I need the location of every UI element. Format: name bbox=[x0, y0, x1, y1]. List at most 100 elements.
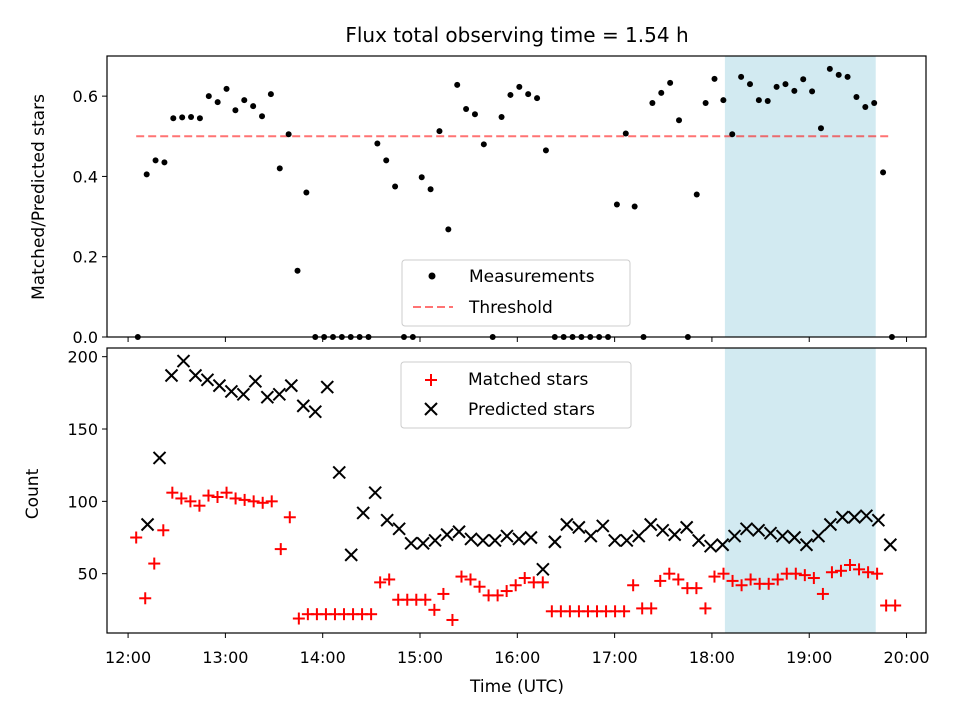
measurement-point bbox=[267, 91, 274, 98]
measurement-point bbox=[782, 81, 789, 88]
matched-star-point bbox=[726, 574, 739, 587]
measurement-point bbox=[418, 174, 425, 181]
matched-star-point bbox=[717, 567, 730, 580]
matched-star-point bbox=[229, 492, 242, 505]
matched-star-point bbox=[383, 573, 396, 586]
matched-star-point bbox=[844, 559, 857, 572]
predicted-star-point bbox=[608, 533, 622, 548]
measurement-point bbox=[152, 157, 159, 164]
predicted-star-point bbox=[596, 519, 610, 533]
bottom-legend-box bbox=[400, 361, 632, 429]
top-legend: Measurements Threshold bbox=[401, 259, 631, 327]
measurement-point bbox=[223, 85, 230, 92]
matched-star-point bbox=[771, 573, 784, 586]
measurement-point bbox=[622, 130, 629, 137]
measurement-point bbox=[205, 93, 212, 100]
matched-legend-label: Matched stars bbox=[468, 370, 588, 390]
matched-star-point bbox=[789, 567, 802, 580]
predicted-star-point bbox=[404, 536, 418, 551]
predicted-legend-marker bbox=[424, 402, 438, 416]
predicted-star-point bbox=[248, 374, 263, 388]
measurement-point bbox=[250, 103, 257, 110]
matched-star-point bbox=[419, 593, 432, 606]
matched-star-point bbox=[139, 592, 152, 605]
matched-star-point bbox=[862, 566, 875, 579]
bottom-y-ticks: 50 100 150 200 bbox=[67, 348, 107, 584]
predicted-star-point bbox=[691, 533, 706, 548]
top-y-ticks: 0.0 0.2 0.4 0.6 bbox=[73, 87, 107, 347]
predicted-star-point bbox=[751, 523, 766, 537]
observing-span-top bbox=[724, 56, 876, 337]
predicted-star-point bbox=[380, 513, 394, 527]
matched-star-point bbox=[509, 579, 522, 592]
matched-star-point bbox=[798, 569, 811, 582]
matched-star-point bbox=[220, 486, 233, 499]
predicted-star-point bbox=[883, 538, 898, 552]
matched-star-point bbox=[825, 566, 838, 579]
predicted-star-point bbox=[823, 517, 838, 532]
predicted-star-point bbox=[476, 533, 490, 548]
bottom-x-ticks: 12:00 13:00 14:00 15:00 16:00 17:00 18:00 19:00… bbox=[105, 633, 930, 667]
top-y-axis-label: Matched/Predicted stars bbox=[29, 94, 49, 300]
predicted-star-point bbox=[296, 399, 310, 413]
measurement-point bbox=[241, 97, 248, 104]
predicted-star-point bbox=[560, 517, 574, 532]
matched-star-point bbox=[690, 582, 703, 595]
measurement-point bbox=[871, 99, 878, 106]
measurement-point bbox=[161, 159, 168, 166]
matched-star-point bbox=[247, 495, 260, 508]
measurement-point bbox=[613, 201, 620, 208]
predicted-star-point bbox=[679, 520, 694, 535]
matched-star-point bbox=[428, 603, 441, 616]
measurement-point bbox=[303, 189, 310, 196]
predicted-star-point bbox=[847, 510, 862, 524]
matched-star-point bbox=[654, 574, 667, 587]
predicted-star-point bbox=[416, 536, 430, 551]
matched-star-point bbox=[473, 580, 486, 593]
predicted-star-point bbox=[739, 522, 754, 536]
predicted-star-point bbox=[308, 404, 322, 419]
measurement-point bbox=[143, 171, 150, 178]
x-tick-label: 17:00 bbox=[592, 648, 638, 667]
x-tick-label: 15:00 bbox=[397, 648, 443, 667]
matched-star-point bbox=[184, 495, 197, 508]
predicted-star-point bbox=[140, 517, 155, 532]
matched-star-point bbox=[437, 587, 450, 600]
matched-star-point bbox=[193, 499, 206, 512]
predicted-star-point bbox=[224, 384, 239, 399]
measurement-point bbox=[738, 73, 745, 80]
predicted-star-point bbox=[392, 522, 406, 536]
predicted-star-point bbox=[164, 368, 179, 383]
predicted-star-point bbox=[356, 506, 370, 520]
predicted-star-point bbox=[667, 527, 682, 542]
matched-star-point bbox=[446, 613, 459, 626]
predicted-star-point bbox=[715, 538, 730, 552]
predicted-star-point bbox=[440, 527, 454, 542]
matched-star-point bbox=[699, 602, 712, 615]
predicted-star-point bbox=[272, 387, 287, 402]
matched-star-point bbox=[518, 572, 531, 585]
predicted-star-point bbox=[344, 548, 358, 562]
measurement-point bbox=[862, 103, 869, 110]
measurement-point bbox=[232, 107, 239, 114]
matched-star-point bbox=[672, 573, 685, 586]
predicted-star-point bbox=[488, 533, 502, 548]
measurement-point bbox=[880, 169, 887, 176]
predicted-star-point bbox=[176, 354, 191, 368]
predicted-star-point bbox=[536, 562, 550, 577]
measurement-point bbox=[720, 97, 727, 104]
predicted-legend-label: Predicted stars bbox=[468, 400, 595, 420]
matched-star-point bbox=[816, 587, 829, 600]
x-axis-label: Time (UTC) bbox=[469, 677, 564, 697]
predicted-star-point bbox=[236, 387, 251, 402]
top-plot-frame bbox=[106, 55, 927, 338]
top-y-tick-label: 0.2 bbox=[73, 248, 98, 267]
measurement-point bbox=[835, 71, 842, 78]
predicted-star-point bbox=[464, 532, 478, 546]
measurement-points bbox=[134, 65, 895, 340]
measurement-point bbox=[445, 226, 452, 233]
top-panel: 0.0 0.2 0.4 0.6 Matched/Predicted stars Mea… bbox=[29, 55, 927, 347]
measurement-point bbox=[196, 115, 203, 122]
measurement-point bbox=[800, 76, 807, 83]
predicted-star-point bbox=[188, 368, 203, 383]
